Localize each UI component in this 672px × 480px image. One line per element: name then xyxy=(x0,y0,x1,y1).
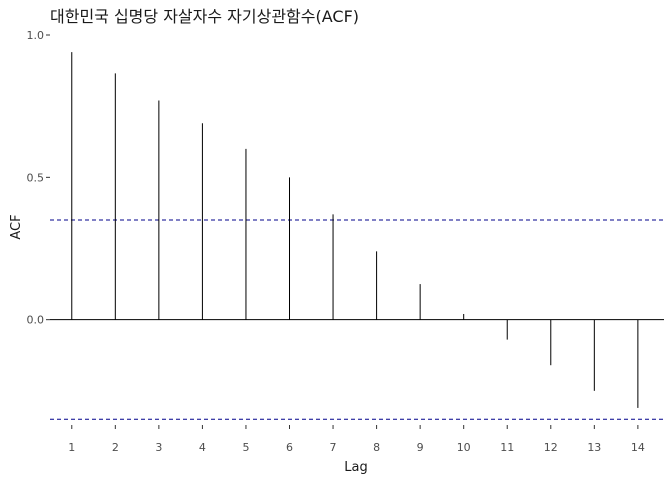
y-axis-label: ACF xyxy=(9,214,24,239)
x-tick-label: 11 xyxy=(500,441,514,454)
x-tick-label: 1 xyxy=(68,441,75,454)
y-tick-label: 0.0 xyxy=(27,314,45,327)
x-tick-label: 8 xyxy=(373,441,380,454)
y-tick-label: 0.5 xyxy=(27,171,45,184)
x-tick-label: 7 xyxy=(330,441,337,454)
x-tick-label: 9 xyxy=(417,441,424,454)
x-tick-label: 14 xyxy=(631,441,645,454)
x-tick-label: 10 xyxy=(457,441,471,454)
x-tick-label: 6 xyxy=(286,441,293,454)
x-tick-label: 5 xyxy=(242,441,249,454)
x-tick-label: 2 xyxy=(112,441,119,454)
x-axis-label: Lag xyxy=(344,460,367,475)
x-tick-label: 4 xyxy=(199,441,206,454)
x-tick-label: 12 xyxy=(544,441,558,454)
x-tick-label: 13 xyxy=(587,441,601,454)
y-tick-label: 1.0 xyxy=(27,29,45,42)
chart-title: 대한민국 십명당 자살자수 자기상관함수(ACF) xyxy=(50,7,359,26)
x-tick-label: 3 xyxy=(155,441,162,454)
plot-area: 0.00.51.01 2 3 4 5 6 7 8 9 10 11 12 13 14 xyxy=(27,29,664,454)
